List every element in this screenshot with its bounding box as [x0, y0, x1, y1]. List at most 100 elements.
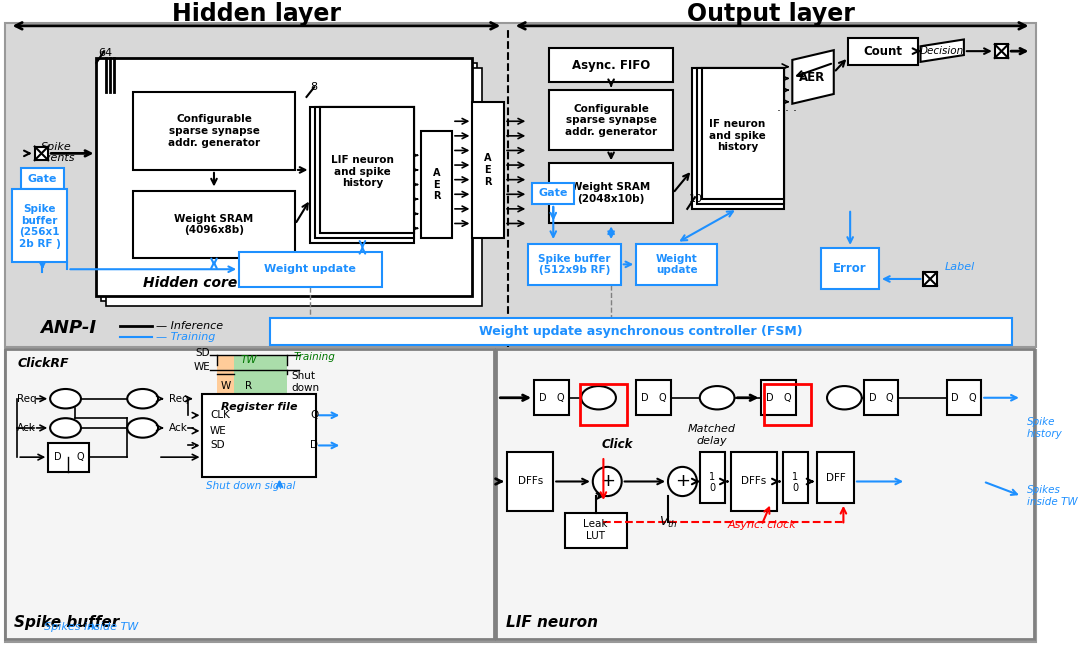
Text: 1: 1 [710, 472, 715, 482]
Text: Weight update: Weight update [265, 264, 356, 274]
Text: $V_{th}$: $V_{th}$ [659, 515, 677, 530]
FancyBboxPatch shape [12, 190, 67, 263]
Text: WE: WE [193, 362, 211, 371]
Ellipse shape [827, 386, 862, 410]
Text: Hidden layer: Hidden layer [172, 2, 341, 26]
Text: CLK: CLK [211, 410, 230, 421]
Text: Weight SRAM
(4096x8b): Weight SRAM (4096x8b) [174, 214, 254, 236]
Text: Click: Click [602, 438, 633, 451]
FancyBboxPatch shape [636, 380, 671, 415]
FancyBboxPatch shape [550, 49, 673, 82]
FancyBboxPatch shape [528, 244, 621, 285]
FancyBboxPatch shape [133, 92, 295, 170]
FancyBboxPatch shape [315, 107, 415, 238]
FancyBboxPatch shape [995, 45, 1009, 58]
Text: D: D [54, 452, 62, 462]
FancyBboxPatch shape [472, 102, 504, 238]
FancyBboxPatch shape [310, 107, 415, 243]
Text: AER: AER [799, 71, 826, 84]
Text: — Inference: — Inference [157, 321, 224, 331]
Text: Spike buffer: Spike buffer [14, 615, 120, 630]
Polygon shape [920, 39, 963, 62]
Text: Q: Q [77, 452, 84, 462]
FancyBboxPatch shape [946, 380, 982, 415]
Text: Weight
update: Weight update [656, 254, 698, 275]
Text: Async. FIFO: Async. FIFO [572, 60, 650, 72]
FancyBboxPatch shape [202, 394, 316, 477]
Text: D: D [642, 393, 649, 402]
FancyBboxPatch shape [497, 349, 1035, 639]
Text: Decision: Decision [919, 46, 963, 56]
Text: Spike
buffer
(256x1
2b RF ): Spike buffer (256x1 2b RF ) [18, 204, 60, 249]
Text: SD: SD [195, 348, 211, 358]
FancyBboxPatch shape [49, 443, 89, 472]
Text: 64: 64 [98, 48, 112, 58]
FancyBboxPatch shape [96, 58, 472, 296]
FancyBboxPatch shape [239, 252, 381, 287]
Text: IF neuron
and spike
history: IF neuron and spike history [708, 119, 766, 153]
FancyBboxPatch shape [783, 452, 808, 503]
Text: R: R [245, 381, 253, 391]
Ellipse shape [50, 389, 81, 408]
Text: DFF: DFF [826, 472, 846, 483]
Text: D: D [951, 393, 959, 402]
FancyBboxPatch shape [692, 68, 784, 209]
FancyBboxPatch shape [4, 23, 1036, 347]
Text: +: + [675, 472, 690, 490]
Text: Shut
down: Shut down [292, 371, 320, 393]
Text: TW: TW [241, 355, 257, 365]
Ellipse shape [50, 418, 81, 437]
FancyBboxPatch shape [818, 452, 854, 503]
Text: Spike
history: Spike history [1027, 417, 1063, 439]
Text: 8: 8 [310, 82, 318, 92]
Text: Spike
events: Spike events [37, 142, 75, 163]
Text: Q: Q [310, 410, 319, 421]
Text: Gate: Gate [539, 188, 568, 198]
FancyBboxPatch shape [4, 349, 495, 639]
Text: Error: Error [834, 262, 867, 275]
Text: DFFs: DFFs [517, 476, 543, 487]
Text: Output layer: Output layer [687, 2, 855, 26]
Polygon shape [793, 50, 834, 104]
Text: Q: Q [969, 393, 976, 402]
Text: +: + [599, 472, 615, 490]
Ellipse shape [127, 389, 158, 408]
Text: Count: Count [863, 45, 903, 58]
Text: Weight update asynchronous controller (FSM): Weight update asynchronous controller (F… [480, 325, 802, 338]
Text: LIF neuron: LIF neuron [507, 615, 598, 630]
Text: Q: Q [886, 393, 893, 402]
Text: · · ·: · · · [778, 105, 797, 118]
Text: SD: SD [211, 441, 225, 450]
Text: Req: Req [17, 394, 37, 404]
Text: Matched
delay: Matched delay [687, 424, 735, 446]
Text: A
E
R: A E R [433, 168, 441, 201]
Text: Spikes inside TW: Spikes inside TW [44, 622, 138, 632]
FancyBboxPatch shape [761, 380, 796, 415]
Text: Async. clock: Async. clock [727, 520, 796, 531]
Ellipse shape [700, 386, 734, 410]
Text: Label: Label [945, 262, 975, 272]
Circle shape [667, 467, 697, 496]
Text: DFFs: DFFs [741, 476, 767, 487]
FancyBboxPatch shape [4, 350, 1036, 642]
FancyBboxPatch shape [534, 380, 569, 415]
Text: WE: WE [211, 426, 227, 436]
FancyBboxPatch shape [700, 452, 725, 503]
Text: 1: 1 [792, 472, 798, 482]
Text: Q: Q [556, 393, 564, 402]
FancyBboxPatch shape [234, 355, 287, 406]
FancyBboxPatch shape [133, 192, 295, 258]
FancyBboxPatch shape [702, 68, 784, 199]
FancyBboxPatch shape [421, 131, 453, 238]
Text: Register file: Register file [221, 402, 297, 411]
FancyBboxPatch shape [532, 182, 575, 204]
Text: 10: 10 [689, 194, 703, 204]
FancyBboxPatch shape [550, 90, 673, 151]
FancyBboxPatch shape [864, 380, 899, 415]
FancyBboxPatch shape [102, 63, 477, 302]
Text: D: D [310, 441, 319, 450]
Text: Training: Training [294, 352, 336, 362]
Text: D: D [868, 393, 876, 402]
Ellipse shape [127, 418, 158, 437]
Text: D: D [767, 393, 774, 402]
